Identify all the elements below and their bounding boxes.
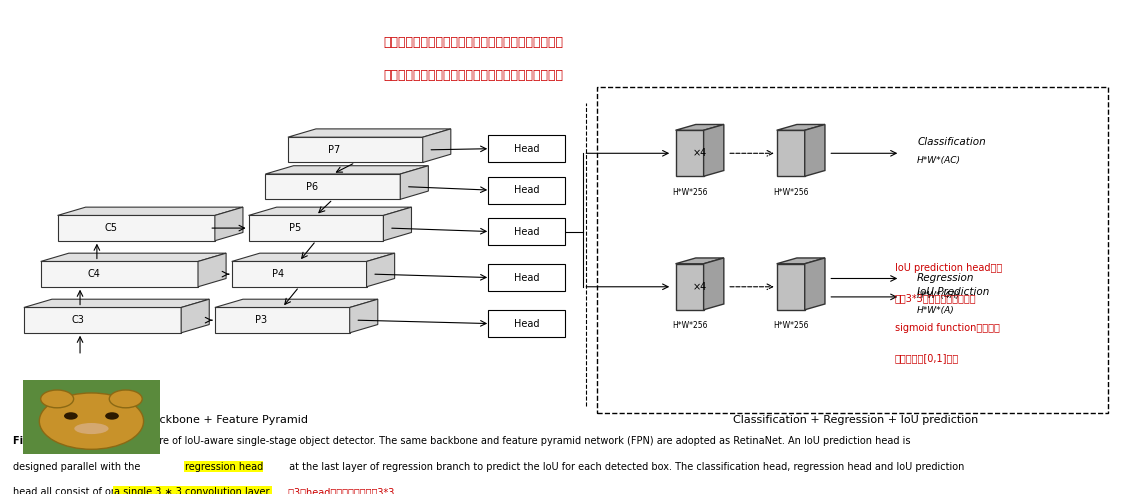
Circle shape xyxy=(64,412,78,420)
FancyBboxPatch shape xyxy=(488,218,566,245)
Text: P4: P4 xyxy=(272,269,285,279)
Polygon shape xyxy=(248,215,383,241)
Polygon shape xyxy=(676,258,724,264)
Polygon shape xyxy=(198,253,226,287)
Circle shape xyxy=(41,390,73,408)
FancyBboxPatch shape xyxy=(488,176,566,204)
Polygon shape xyxy=(776,258,825,264)
Circle shape xyxy=(110,390,142,408)
Text: The model architecture of IoU-aware single-stage object detector. The same backb: The model architecture of IoU-aware sing… xyxy=(51,436,911,447)
Text: H*W*256: H*W*256 xyxy=(672,188,708,197)
Polygon shape xyxy=(41,253,226,261)
Text: 输出范围在[0,1]之间: 输出范围在[0,1]之间 xyxy=(895,353,959,363)
Polygon shape xyxy=(232,261,367,287)
Text: C5: C5 xyxy=(105,223,118,233)
Ellipse shape xyxy=(74,423,109,434)
Polygon shape xyxy=(215,299,378,307)
Polygon shape xyxy=(367,253,394,287)
FancyBboxPatch shape xyxy=(488,135,566,162)
Text: Regression: Regression xyxy=(917,274,975,284)
Polygon shape xyxy=(676,264,704,310)
Polygon shape xyxy=(805,124,825,176)
Text: at the last layer of regression branch to predict the IoU for each detected box.: at the last layer of regression branch t… xyxy=(286,462,964,472)
Text: Head: Head xyxy=(514,273,539,283)
Text: P5: P5 xyxy=(289,223,302,233)
Polygon shape xyxy=(265,174,400,199)
Polygon shape xyxy=(215,207,243,241)
Text: 得需要分析下我们单独设计一个分支的性能和帧率对比: 得需要分析下我们单独设计一个分支的性能和帧率对比 xyxy=(383,69,563,82)
Polygon shape xyxy=(24,307,181,333)
Text: Head: Head xyxy=(514,227,539,237)
Circle shape xyxy=(39,393,144,450)
Text: Fig. 2.: Fig. 2. xyxy=(13,436,47,447)
Polygon shape xyxy=(400,165,429,199)
Text: Classification + Regression + IoU prediction: Classification + Regression + IoU predic… xyxy=(733,415,978,425)
Text: H*W*(4A): H*W*(4A) xyxy=(917,291,960,300)
Polygon shape xyxy=(265,165,429,174)
Polygon shape xyxy=(805,258,825,310)
Text: 对，我当时就想问为什么不用一个单独的分支呢？我觉: 对，我当时就想问为什么不用一个单独的分支呢？我觉 xyxy=(383,37,563,49)
Text: H*W*256: H*W*256 xyxy=(773,321,808,330)
Text: regression head: regression head xyxy=(184,462,263,472)
Text: IoU Prediction: IoU Prediction xyxy=(917,288,990,297)
Text: 这3个head的卷积核尺寸都是3*3: 这3个head的卷积核尺寸都是3*3 xyxy=(285,487,394,494)
Text: P3: P3 xyxy=(255,315,267,325)
Polygon shape xyxy=(215,307,350,333)
Polygon shape xyxy=(288,129,450,137)
Polygon shape xyxy=(24,299,209,307)
Polygon shape xyxy=(57,207,243,215)
Polygon shape xyxy=(676,124,724,130)
Text: designed parallel with the: designed parallel with the xyxy=(13,462,143,472)
Polygon shape xyxy=(232,253,394,261)
Text: H*W*(AC): H*W*(AC) xyxy=(917,156,961,165)
Polygon shape xyxy=(181,299,209,333)
Text: sigmoid function使得最终: sigmoid function使得最终 xyxy=(895,323,999,333)
Text: H*W*(A): H*W*(A) xyxy=(917,306,954,315)
Polygon shape xyxy=(776,130,805,176)
Text: head all consist of only: head all consist of only xyxy=(13,487,128,494)
Text: Head: Head xyxy=(514,319,539,329)
Text: 使用3*3卷积，同时接了一个: 使用3*3卷积，同时接了一个 xyxy=(895,293,976,303)
Polygon shape xyxy=(704,258,724,310)
Polygon shape xyxy=(776,124,825,130)
Text: IoU prediction head仅仅: IoU prediction head仅仅 xyxy=(895,263,1002,273)
Polygon shape xyxy=(676,130,704,176)
Polygon shape xyxy=(776,264,805,310)
Text: Head: Head xyxy=(514,185,539,195)
Text: H*W*256: H*W*256 xyxy=(672,321,708,330)
Polygon shape xyxy=(350,299,378,333)
Text: a single 3 ∗ 3 convolution layer.: a single 3 ∗ 3 convolution layer. xyxy=(114,487,271,494)
Polygon shape xyxy=(423,129,450,163)
Text: C3: C3 xyxy=(71,315,83,325)
Text: P6: P6 xyxy=(306,182,318,192)
Text: ×4: ×4 xyxy=(693,148,706,158)
Polygon shape xyxy=(57,215,215,241)
Circle shape xyxy=(105,412,119,420)
Text: Classification: Classification xyxy=(917,137,986,147)
Text: P7: P7 xyxy=(328,145,341,155)
Text: ×4: ×4 xyxy=(693,282,706,292)
Polygon shape xyxy=(704,124,724,176)
Text: C4: C4 xyxy=(88,269,101,279)
Polygon shape xyxy=(383,207,411,241)
Text: Head: Head xyxy=(514,144,539,154)
Polygon shape xyxy=(288,137,423,163)
Text: H*W*256: H*W*256 xyxy=(773,188,808,197)
FancyBboxPatch shape xyxy=(488,310,566,337)
Polygon shape xyxy=(41,261,198,287)
Text: Backbone + Feature Pyramid: Backbone + Feature Pyramid xyxy=(145,415,307,425)
FancyBboxPatch shape xyxy=(488,264,566,291)
Polygon shape xyxy=(248,207,411,215)
